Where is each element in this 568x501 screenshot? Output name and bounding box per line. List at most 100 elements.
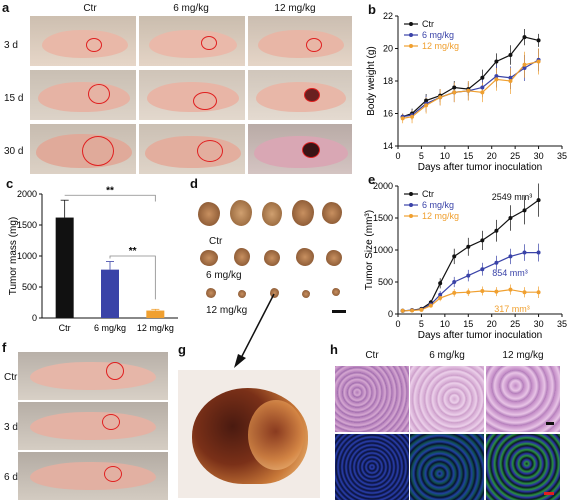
panel-h-col-12mg: 12 mg/kg — [502, 350, 544, 361]
chart-e-ylabel: Tumor Size (mm³) — [364, 210, 375, 290]
e-legend-marker — [409, 203, 413, 207]
chart-c-tumor-mass: 0 500 1000 1500 2000 Ctr 6 mg/kg 12 mg/kg ** **… — [8, 186, 178, 333]
panel-d-label-12mg: 12 mg/kg — [206, 305, 248, 316]
mouse-photo-ctr-3d — [30, 16, 136, 66]
b-ytick-label: 20 — [383, 44, 393, 54]
panel-f-row-6d: 6 d — [4, 472, 18, 483]
mouse-photo-6mg-15d — [139, 70, 245, 120]
panel-label-g: g — [178, 342, 186, 357]
c-category-label: Ctr — [59, 323, 71, 333]
b-point — [522, 62, 527, 67]
e-point — [419, 307, 424, 312]
e-point — [494, 289, 499, 294]
arrow-d-to-g — [234, 293, 275, 368]
b-legend-label: Ctr — [422, 19, 434, 29]
b-point — [452, 85, 457, 90]
b-point — [438, 95, 443, 100]
b-point — [522, 66, 527, 70]
e-point — [438, 292, 443, 297]
e-point — [466, 273, 471, 278]
e-series-line — [402, 251, 539, 312]
he-tile-ctr — [335, 366, 409, 432]
b-point — [508, 53, 513, 57]
panel-h-col-ctr: Ctr — [365, 350, 379, 361]
e-end-label: 854 mm³ — [492, 268, 528, 278]
panel-label-e: e — [368, 172, 376, 187]
b-point — [480, 75, 485, 80]
b-ytick-label: 14 — [383, 141, 393, 151]
e-point — [536, 250, 541, 255]
b-xtick-label: 15 — [463, 151, 473, 161]
e-point — [438, 296, 443, 300]
b-legend-marker — [409, 22, 413, 26]
b-legend-marker — [409, 33, 413, 37]
e-point — [522, 208, 527, 213]
e-point — [452, 254, 457, 259]
b-point — [494, 77, 499, 82]
mouse-photo-12mg-15d — [248, 70, 352, 120]
b-ytick-label: 18 — [383, 76, 393, 86]
e-point — [466, 290, 471, 295]
panel-f-row-ctr: Ctr — [4, 372, 18, 383]
panel-label-a: a — [2, 0, 10, 15]
e-point — [522, 290, 527, 295]
panel-a-row-3d: 3 d — [4, 40, 18, 51]
b-legend-marker — [409, 44, 413, 48]
chart-e-xlabel: Days after tumor inoculation — [418, 330, 543, 341]
e-xtick-label: 30 — [534, 319, 544, 329]
e-point — [466, 244, 471, 249]
b-ytick-label: 16 — [383, 109, 393, 119]
b-xtick-label: 0 — [395, 151, 400, 161]
e-point — [536, 290, 541, 295]
e-xtick-label: 5 — [419, 319, 424, 329]
b-point — [494, 74, 499, 79]
e-xtick-label: 20 — [487, 319, 497, 329]
panel-label-h: h — [330, 342, 338, 357]
mouse-photo-ctr-30d — [30, 124, 136, 174]
c-ytick-label: 1500 — [17, 220, 37, 230]
tumor-closeup-photo — [178, 370, 320, 498]
panel-label-f: f — [2, 340, 7, 355]
e-point — [452, 280, 457, 284]
panel-f-row-3d: 3 d — [4, 422, 18, 433]
c-bar — [101, 269, 119, 318]
mouse-photo-6mg-30d — [139, 124, 245, 174]
e-xtick-label: 15 — [463, 319, 473, 329]
e-xtick-label: 10 — [440, 319, 450, 329]
panel-a-row-15d: 15 d — [4, 93, 24, 104]
scale-bar — [332, 310, 346, 313]
he-tile-6mg — [410, 366, 484, 432]
if-tile-12mg — [486, 434, 560, 500]
b-point — [400, 116, 405, 121]
e-point — [508, 287, 513, 292]
c-ytick-label: 1000 — [17, 251, 37, 261]
e-point — [410, 308, 415, 313]
e-point — [480, 267, 485, 272]
b-xtick-label: 25 — [510, 151, 520, 161]
e-xtick-label: 0 — [395, 319, 400, 329]
b-point — [480, 90, 485, 95]
mouse-photo-12mg-3d — [248, 16, 352, 66]
b-xtick-label: 20 — [487, 151, 497, 161]
c-bar — [55, 217, 74, 318]
b-point — [410, 114, 415, 119]
b-legend-label: 6 mg/kg — [422, 30, 454, 40]
b-point — [508, 79, 513, 83]
c-ytick-label: 2000 — [17, 189, 37, 199]
e-legend-marker — [409, 192, 413, 196]
panel-d-label-ctr: Ctr — [209, 236, 223, 247]
panel-a-col-ctr: Ctr — [83, 3, 97, 14]
e-point — [522, 250, 527, 255]
e-point — [494, 228, 499, 233]
chart-b-xlabel: Days after tumor inoculation — [418, 162, 543, 173]
mouse-photo-12mg-30d — [248, 124, 352, 174]
panel-a-col-12mg: 12 mg/kg — [274, 3, 316, 14]
mouse-photo-f-6d — [18, 452, 168, 500]
e-point — [480, 288, 485, 293]
mouse-photo-ctr-15d — [30, 70, 136, 120]
b-point — [522, 35, 527, 40]
c-sig-label: ** — [106, 186, 114, 196]
e-end-label: 2549 mm³ — [492, 192, 533, 202]
e-ytick-label: 1500 — [373, 213, 393, 223]
